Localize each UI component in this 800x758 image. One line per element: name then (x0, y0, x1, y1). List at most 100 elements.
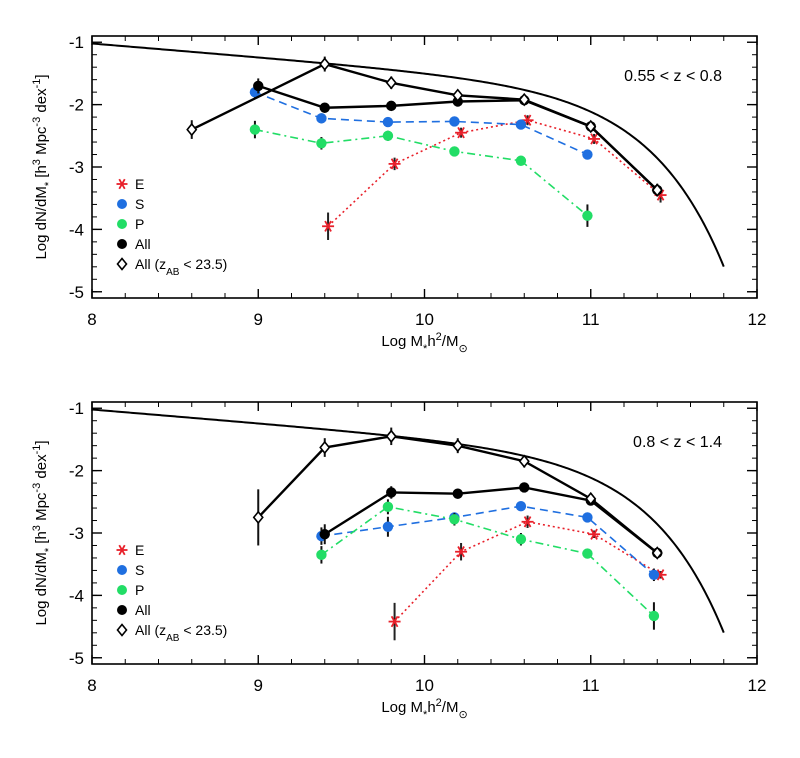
series-line-All (324, 486, 658, 554)
legend-label: S (135, 196, 144, 212)
legend-label: All (135, 236, 151, 252)
x-tick-label: 11 (582, 310, 600, 329)
marker-P (515, 155, 527, 166)
marker-stroke (118, 178, 126, 190)
y-tick-label: -5 (69, 283, 84, 302)
clipped-layer (92, 42, 725, 267)
legend-label-text: All (135, 236, 151, 252)
redshift-label: 0.8 < z < 1.4 (633, 434, 722, 451)
x-tick-label: 12 (748, 676, 767, 695)
legend-marker-AllLim (116, 257, 128, 271)
marker-stroke (590, 133, 598, 145)
marker-stroke (656, 189, 665, 201)
marker-E (322, 220, 335, 232)
marker-P (382, 501, 394, 512)
model-curve (92, 42, 725, 267)
legend: ESP All All (zAB < 23.5) (116, 542, 227, 644)
marker-E (521, 516, 534, 528)
axis-ticks: 8 9 10 11 12 -5 -4 -3 -2 -1 (69, 399, 767, 695)
marker-stroke (590, 528, 598, 540)
marker-All (386, 100, 397, 112)
marker-P (449, 146, 460, 157)
marker-AllLim (585, 119, 597, 134)
marker-S (382, 116, 394, 128)
legend-label-text: All (z (135, 256, 166, 272)
legend-label-text: All (z (135, 622, 166, 638)
x-tick-label: 12 (748, 310, 767, 329)
marker-stroke (324, 220, 332, 232)
marker-E (455, 546, 468, 558)
series-S (249, 85, 593, 160)
legend-label: P (135, 582, 144, 598)
legend-label: All (135, 602, 151, 618)
marker-stroke (390, 615, 399, 628)
marker-stroke (656, 569, 665, 581)
marker-AllLim (319, 440, 331, 455)
y-tick-label: -4 (69, 586, 84, 605)
series-line-S (254, 91, 588, 156)
axis-ticks: 8 9 10 11 12 -5 -4 -3 -2 -1 (69, 33, 767, 329)
marker-P (449, 514, 460, 525)
series-line-P (254, 128, 588, 217)
legend-marker-E (116, 544, 128, 556)
y-tick-label: -2 (69, 96, 84, 115)
legend-marker-All (117, 605, 127, 615)
legend-label: E (135, 176, 144, 192)
x-tick-label: 11 (582, 676, 600, 695)
model-curve (92, 408, 725, 633)
marker-S (582, 512, 593, 523)
clipped-layer (92, 408, 725, 641)
x-tick-label: 8 (87, 310, 96, 329)
marker-P (582, 210, 593, 221)
marker-P (316, 549, 327, 561)
legend-label: P (135, 216, 144, 232)
redshift-label: 0.55 < z < 0.8 (624, 68, 722, 85)
marker-S (382, 521, 394, 532)
marker-All (319, 102, 330, 113)
marker-S (582, 149, 593, 160)
y-tick-label: -4 (69, 220, 84, 239)
legend-marker-AllLim (116, 623, 128, 637)
marker-AllLim (319, 57, 331, 71)
marker-AllLim (518, 92, 530, 107)
legend-label: S (135, 562, 144, 578)
marker-AllLim (518, 454, 530, 469)
marker-stroke (457, 546, 465, 558)
plot-area (92, 42, 725, 267)
marker-P (249, 124, 261, 135)
series-line-P (320, 505, 655, 617)
marker-S (515, 119, 527, 130)
marker-S (449, 116, 460, 127)
legend-label: All (zAB < 23.5) (135, 256, 227, 278)
legend-label: E (135, 542, 144, 558)
legend-marker-P (117, 585, 127, 595)
plot-area (92, 408, 725, 641)
series-P (249, 120, 593, 227)
marker-AllLim (452, 88, 464, 103)
legend-label: All (zAB < 23.5) (135, 622, 227, 644)
series-line-S (321, 505, 655, 576)
y-tick-label: -2 (69, 462, 84, 481)
legend-label-sub: AB (166, 633, 180, 644)
marker-AllLim (651, 183, 663, 197)
y-tick-label: -3 (69, 524, 84, 543)
marker-AllLim (252, 510, 264, 525)
marker-All (319, 529, 330, 540)
marker-S (316, 113, 327, 124)
series-AllLim (252, 427, 663, 560)
panel-top: 8 9 10 11 12 -5 -4 -3 -2 -1 0.55 < z < 0.8 ESP All… (31, 33, 766, 355)
y-tick-label: -3 (69, 158, 84, 177)
legend: ESP All All (zAB < 23.5) (116, 176, 227, 278)
legend-label-text: All (135, 602, 151, 618)
legend-label-text: P (135, 582, 144, 598)
legend-marker-P (117, 219, 127, 229)
y-tick-label: -1 (69, 33, 84, 52)
marker-P (382, 130, 394, 142)
marker-E (388, 158, 401, 170)
legend-marker-S (117, 199, 127, 209)
series-line-E (394, 520, 661, 623)
series-line-E (327, 119, 662, 227)
panel-bottom: 8 9 10 11 12 -5 -4 -3 -2 -1 0.8 < z < 1.4 ESP All A… (31, 399, 766, 721)
marker-AllLim (186, 122, 198, 137)
